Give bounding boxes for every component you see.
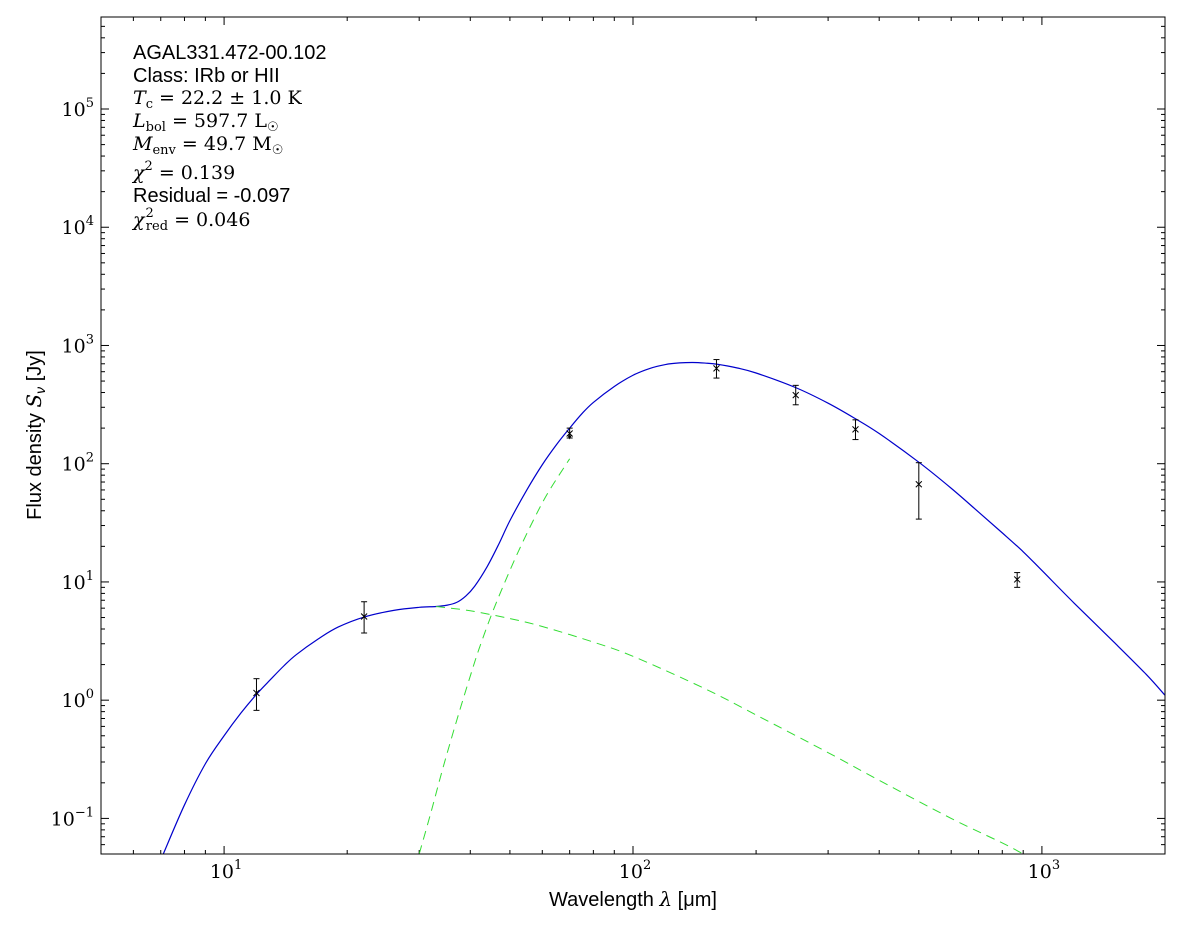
residual-label: Residual = -0.097 [133, 185, 290, 207]
y-tick-label: 104 [62, 214, 94, 239]
reduced-chi-squared-label: χ2 red = 0.046 [131, 206, 250, 234]
data-point [253, 678, 260, 711]
data-point [852, 419, 859, 441]
y-tick-label: 102 [62, 451, 94, 476]
y-tick-label: 105 [62, 96, 94, 121]
temperature-label: Tc = 22.2 ± 1.0 K [133, 87, 303, 112]
y-axis-label: Flux density Sν [Jy] [22, 350, 48, 520]
plot-frame [100, 16, 1166, 855]
x-axis-label: Wavelength λ [μm] [549, 887, 717, 911]
tick-labels: 101 102 103 10−1 100 101 102 103 104 105 [51, 96, 1061, 883]
luminosity-label: Lbol = 597.7 L☉ [132, 110, 279, 135]
y-tick-label: 101 [62, 569, 94, 594]
total-fit-line [162, 361, 1165, 854]
chi-squared-label: χ2 = 0.139 [131, 159, 235, 184]
fit-curves [162, 361, 1165, 854]
data-point [713, 359, 720, 379]
data-point [915, 462, 923, 520]
classification-label: Class: IRb or HII [133, 65, 280, 87]
data-point [360, 601, 368, 634]
data-points [253, 359, 1021, 711]
envelope-mass-label: Menv = 49.7 M☉ [132, 133, 283, 158]
fit-annotations: AGAL331.472-00.102 Class: IRb or HII Tc … [131, 42, 327, 234]
source-name: AGAL331.472-00.102 [133, 42, 327, 64]
data-point [1013, 572, 1021, 588]
x-tick-label: 103 [1028, 858, 1060, 883]
axis-ticks [100, 16, 1166, 855]
component-warm-line [436, 605, 1024, 854]
data-point [566, 427, 574, 440]
plot-background [101, 17, 1165, 854]
y-tick-label: 103 [62, 332, 94, 357]
y-tick-label: 100 [62, 687, 94, 712]
y-tick-label: 10−1 [51, 805, 94, 830]
component-cold-line [418, 458, 571, 854]
x-tick-label: 102 [619, 858, 651, 883]
data-point [792, 384, 800, 406]
x-tick-label: 101 [210, 858, 242, 883]
